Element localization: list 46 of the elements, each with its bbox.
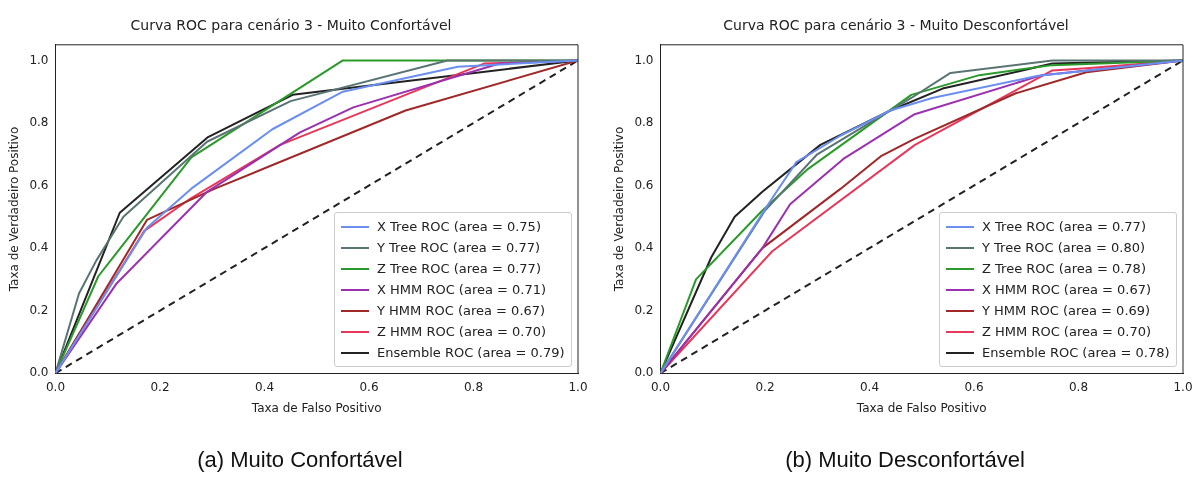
x-tick-label: 0.4 [254, 379, 275, 394]
legend-label: Z Tree ROC (area = 0.78) [982, 261, 1146, 277]
y-axis-title: Taxa de Verdadeiro Positivo [612, 126, 627, 293]
x-tick-label: 0.8 [463, 379, 484, 394]
y-tick-label: 1.0 [29, 52, 49, 67]
y-tick-label: 0.8 [29, 115, 49, 130]
x-tick-label: 1.0 [1173, 379, 1193, 394]
x-tick-label: 0.6 [964, 379, 984, 394]
legend-label: X Tree ROC (area = 0.75) [377, 219, 541, 235]
x-tick-label: 0.8 [1068, 379, 1089, 394]
x-axis-title: Taxa de Falso Positivo [250, 400, 382, 415]
y-tick-label: 0.4 [634, 240, 654, 255]
y-tick-label: 0.0 [29, 365, 49, 380]
legend-label: Y Tree ROC (area = 0.80) [982, 240, 1146, 256]
x-tick-label: 0.2 [150, 379, 170, 394]
legend-label: Ensemble ROC (area = 0.78) [982, 345, 1170, 361]
x-tick-label: 0.6 [359, 379, 379, 394]
x-tick-label: 0.0 [45, 379, 66, 394]
x-tick-label: 0.4 [859, 379, 880, 394]
y-tick-label: 0.2 [29, 302, 49, 317]
legend-label: X HMM ROC (area = 0.67) [982, 282, 1152, 298]
legend-label: Y Tree ROC (area = 0.77) [377, 240, 541, 256]
legend-label: X Tree ROC (area = 0.77) [982, 219, 1146, 235]
x-tick-label: 1.0 [568, 379, 588, 394]
text: (a) Muito Confortável [196, 447, 404, 473]
y-tick-label: 0.6 [634, 177, 654, 192]
x-tick-label: 0.0 [650, 379, 671, 394]
y-tick-label: 0.0 [634, 365, 654, 380]
legend-label: X HMM ROC (area = 0.71) [377, 282, 547, 298]
chart-title: Curva ROC para cenário 3 - Muito Desconfortável [723, 17, 1069, 34]
text: (b) Muito Desconfortável [784, 447, 1026, 473]
y-tick-label: 0.4 [29, 240, 49, 255]
legend-label: Y HMM ROC (area = 0.69) [982, 303, 1151, 319]
legend-label: Ensemble ROC (area = 0.79) [377, 345, 565, 361]
legend-label: Y HMM ROC (area = 0.67) [377, 303, 546, 319]
legend-label: Z HMM ROC (area = 0.70) [377, 324, 547, 340]
y-tick-label: 0.2 [634, 302, 654, 317]
y-axis-title: Taxa de Verdadeiro Positivo [7, 126, 22, 293]
y-tick-label: 0.6 [29, 177, 49, 192]
legend-label: Z Tree ROC (area = 0.77) [377, 261, 541, 277]
y-tick-label: 1.0 [634, 52, 654, 67]
x-tick-label: 0.2 [755, 379, 775, 394]
y-tick-label: 0.8 [634, 115, 654, 130]
x-axis-title: Taxa de Falso Positivo [855, 400, 987, 415]
chart-title: Curva ROC para cenário 3 - Muito Confortável [130, 17, 452, 34]
legend-label: Z HMM ROC (area = 0.70) [982, 324, 1152, 340]
